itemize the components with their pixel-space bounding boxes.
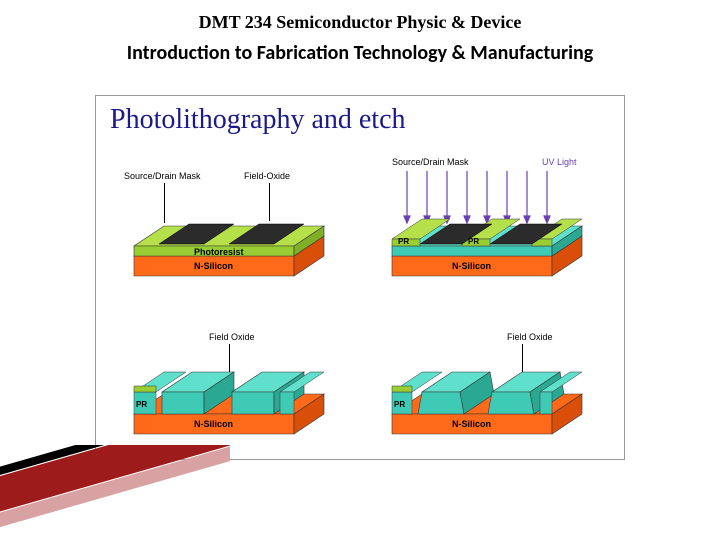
corner-decoration [0, 445, 230, 540]
panel-grid: Source/Drain Mask Field-Oxide Photoresis… [114, 151, 608, 451]
label-sd-mask-b: Source/Drain Mask [392, 157, 469, 167]
label-nsilicon-c: N-Silicon [194, 419, 233, 429]
label-sd-mask-a: Source/Drain Mask [124, 171, 201, 181]
label-pr-d: PR [394, 400, 405, 409]
panel-d-svg [372, 314, 608, 454]
leader-line [269, 183, 270, 221]
label-nsilicon-d: N-Silicon [452, 419, 491, 429]
panel-d: Field Oxide PR N-Silicon [372, 314, 608, 459]
figure-container: Photolithography and etch Source/Drain M… [95, 95, 625, 460]
label-field-oxide-d: Field Oxide [507, 332, 553, 342]
figure-title: Photolithography and etch [96, 96, 624, 140]
label-pr-c: PR [136, 400, 147, 409]
leader-line [522, 344, 523, 372]
course-code: DMT 234 Semiconductor Physic & Device [0, 0, 720, 33]
panel-b: Source/Drain Mask UV Light PR PR N-Silic… [372, 151, 608, 296]
slide-subtitle: Introduction to Fabrication Technology &… [0, 33, 720, 65]
label-nsilicon-b: N-Silicon [452, 261, 491, 271]
label-photoresist: Photoresist [194, 247, 244, 257]
panel-a: Source/Drain Mask Field-Oxide Photoresis… [114, 151, 350, 296]
label-field-oxide-a: Field-Oxide [244, 171, 290, 181]
label-nsilicon-a: N-Silicon [194, 261, 233, 271]
leader-line [164, 183, 165, 223]
label-field-oxide-c: Field Oxide [209, 332, 255, 342]
leader-line [229, 344, 230, 372]
panel-c: Field Oxide PR N-Silicon [114, 314, 350, 459]
label-uv: UV Light [542, 157, 577, 167]
label-pr-b2: PR [468, 237, 479, 246]
label-pr-b: PR [398, 237, 409, 246]
